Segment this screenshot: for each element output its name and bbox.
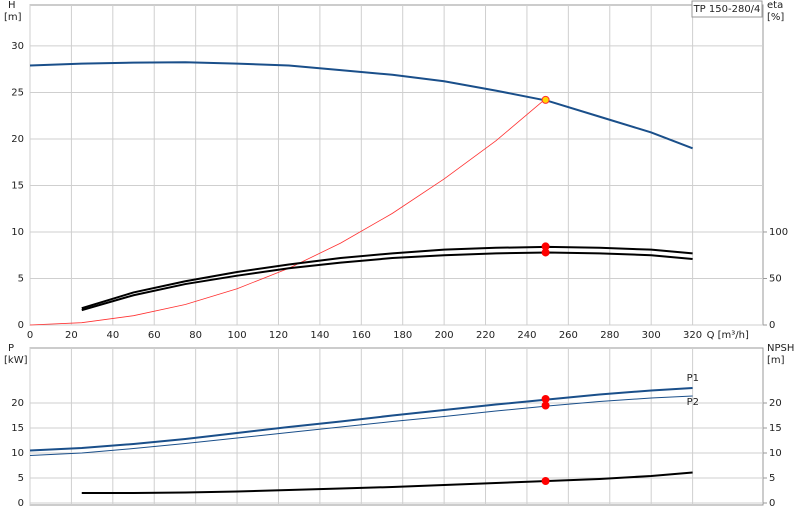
x-tick-label: 220	[476, 330, 495, 341]
plot-frame	[29, 347, 764, 506]
y-tick-label: 15	[11, 180, 24, 191]
x-tick-label: 260	[559, 330, 578, 341]
y2-tick-label: 0	[769, 498, 775, 509]
y2-axis-label: eta	[767, 0, 783, 11]
x-tick-label: 100	[228, 330, 247, 341]
x-tick-label: 120	[269, 330, 288, 341]
y-tick-label: 0	[18, 498, 24, 509]
y-tick-label: 0	[18, 320, 24, 331]
y-axis-label: H	[8, 0, 16, 11]
y-tick-label: 5	[18, 273, 24, 284]
x-tick-label: 300	[642, 330, 661, 341]
x-tick-label: 280	[600, 330, 619, 341]
curve	[29, 61, 693, 150]
curve	[81, 245, 693, 310]
y-tick-label: 15	[11, 423, 24, 434]
chart-title: TP 150-280/4	[693, 4, 761, 15]
y-axis-unit: [m]	[4, 12, 22, 23]
y2-tick-label: 100	[769, 227, 788, 238]
x-tick-label: 140	[310, 330, 329, 341]
y-tick-label: 20	[11, 134, 24, 145]
curve	[81, 251, 693, 312]
x-tick-label: 320	[683, 330, 702, 341]
y-tick-label: 5	[18, 473, 24, 484]
title-box	[691, 0, 763, 18]
plot-frame	[29, 4, 764, 326]
x-tick-label: 60	[148, 330, 161, 341]
x-tick-label: 200	[435, 330, 454, 341]
y2-tick-label: 20	[769, 398, 782, 409]
y2-tick-label: 50	[769, 273, 782, 284]
series-label: P1	[687, 373, 699, 384]
y2-axis-label: NPSH	[767, 343, 794, 354]
curve	[81, 471, 693, 494]
y-tick-label: 25	[11, 87, 24, 98]
y-axis-unit: [kW]	[4, 355, 28, 366]
curve	[29, 395, 693, 456]
y2-tick-label: 5	[769, 473, 775, 484]
y2-axis-unit: [m]	[767, 355, 785, 366]
curve	[29, 96, 548, 326]
x-tick-label: 40	[106, 330, 119, 341]
x-tick-label: 80	[189, 330, 202, 341]
y-axis-label: P	[8, 343, 14, 354]
duty-point	[541, 95, 550, 104]
y2-tick-label: 10	[769, 448, 782, 459]
duty-point	[541, 477, 550, 485]
y2-axis-unit: [%]	[767, 12, 784, 23]
duty-point	[541, 248, 550, 257]
y-tick-label: 20	[11, 398, 24, 409]
y-tick-label: 30	[11, 41, 24, 52]
y2-tick-label: 0	[769, 320, 775, 331]
x-tick-label: 0	[27, 330, 33, 341]
x-tick-label: 160	[352, 330, 371, 341]
y2-tick-label: 15	[769, 423, 782, 434]
x-tick-label: 180	[393, 330, 412, 341]
x-axis-label: Q [m³/h]	[707, 330, 749, 341]
duty-point	[541, 395, 550, 403]
curve	[29, 387, 693, 452]
x-tick-label: 240	[517, 330, 536, 341]
y-tick-label: 10	[11, 227, 24, 238]
x-tick-label: 20	[65, 330, 78, 341]
series-label: P2	[687, 397, 699, 408]
duty-point	[541, 401, 550, 410]
y-tick-label: 10	[11, 448, 24, 459]
